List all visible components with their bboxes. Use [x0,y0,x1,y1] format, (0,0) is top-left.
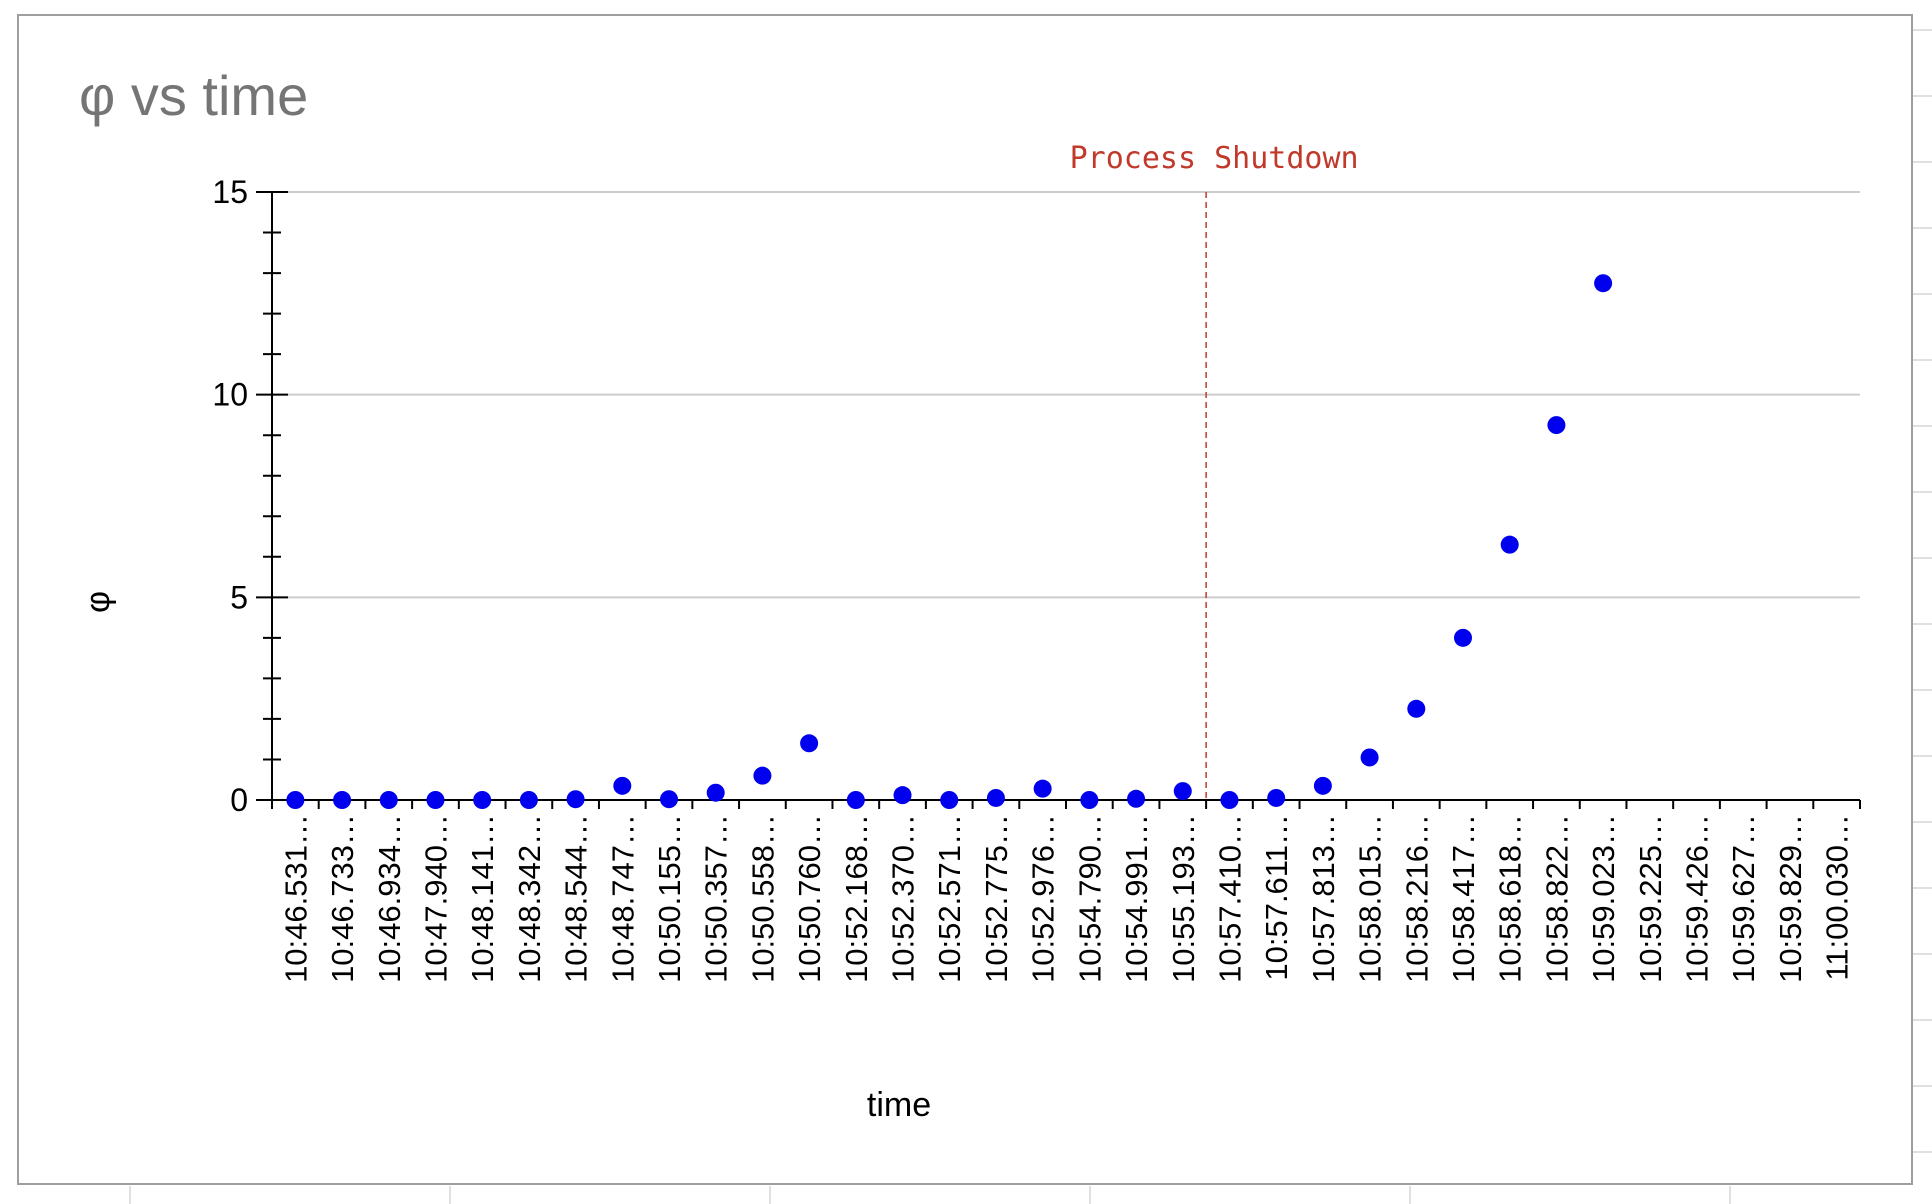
data-point [706,783,725,802]
data-point [1360,748,1379,767]
x-tick-label: 10:50.760… [792,814,827,983]
x-axis-title: time [867,1086,931,1124]
x-tick-label: 10:46.733… [325,814,360,983]
x-tick-label: 11:00.030… [1820,814,1855,981]
process-shutdown-label: Process Shutdown [1070,141,1359,176]
x-tick-label: 10:57.611… [1259,814,1294,981]
data-point [1454,628,1472,647]
y-axis-title: φ [79,591,117,613]
data-point [1033,779,1052,798]
data-point [753,766,772,785]
y-axis: 0 5 10 15 [212,174,288,818]
data-point [333,791,352,809]
data-point [426,791,445,809]
x-tick-label: 10:47.940… [418,814,453,983]
grid-lines [272,191,1860,599]
x-tick-label: 10:48.141… [465,814,500,983]
x-axis: 10:46.531… 10:46.733… 10:46.934… 10:47.940…… [271,799,1861,983]
x-tick-label: 10:50.558… [745,814,780,983]
x-tick-label: 10:59.829… [1773,814,1808,983]
x-tick-label: 10:54.790… [1072,814,1107,983]
x-tick-label: 10:59.627… [1726,814,1761,983]
x-tick-label: 10:54.991… [1119,814,1154,983]
data-point [800,734,819,753]
x-tick-label: 10:50.357… [699,814,734,983]
data-point [846,791,865,809]
x-tick-label: 10:58.618… [1493,814,1528,983]
data-point [660,790,678,809]
x-tick-label: 10:46.934… [372,814,407,983]
x-tick-label: 10:52.168… [839,814,874,983]
data-point [1267,788,1286,807]
x-tick-label: 10:59.426… [1680,814,1715,983]
data-point [1173,782,1192,801]
x-tick-label: 10:50.155… [652,814,687,983]
data-point [613,776,632,795]
chart-title: φ vs time [79,64,308,127]
x-tick-label: 10:57.813… [1306,814,1341,983]
x-tick-label: 10:57.410… [1212,814,1247,983]
data-point [286,791,305,809]
x-tick-label: 10:58.216… [1399,814,1434,983]
data-point [379,791,398,809]
x-tick-label: 10:48.342… [512,814,547,983]
data-point [473,791,492,809]
data-points [286,274,1613,809]
data-point [986,788,1005,807]
x-tick-label: 10:58.015… [1353,814,1388,983]
x-tick-label: 10:48.747… [605,814,640,983]
process-shutdown-annotation: Process Shutdown [1070,141,1359,800]
data-point [940,791,959,809]
x-tick-label: 10:52.571… [932,814,967,983]
x-tick-label: 10:52.976… [1026,814,1061,983]
x-tick-label: 10:52.775… [979,814,1014,983]
data-point [893,786,912,805]
x-tick-label: 10:58.417… [1446,814,1481,983]
data-point [519,791,538,809]
y-tick-label: 10 [212,377,248,413]
data-point [1500,535,1519,554]
data-point [1220,791,1239,809]
x-tick-label: 10:48.544… [559,814,594,983]
x-tick-label: 10:46.531… [278,814,313,983]
data-point [1407,699,1426,718]
chart-card: φ vs time Process Shutdown 0 5 10 15 10:46.… [17,14,1913,1185]
data-point [566,790,585,809]
x-tick-label: 10:55.193… [1166,814,1201,983]
x-tick-label: 10:59.023… [1586,814,1621,983]
data-point [1127,789,1146,808]
y-tick-label: 0 [230,782,248,818]
x-tick-label: 10:58.822… [1539,814,1574,983]
x-tick-label: 10:59.225… [1633,814,1668,983]
phi-vs-time-chart: φ vs time Process Shutdown 0 5 10 15 10:46.… [79,64,1861,1124]
data-point [1547,416,1566,435]
data-point [1594,274,1613,293]
y-tick-label: 5 [230,579,248,615]
x-tick-label: 10:52.370… [886,814,921,983]
y-tick-label: 15 [212,174,248,210]
data-point [1313,776,1332,795]
data-point [1080,791,1099,809]
